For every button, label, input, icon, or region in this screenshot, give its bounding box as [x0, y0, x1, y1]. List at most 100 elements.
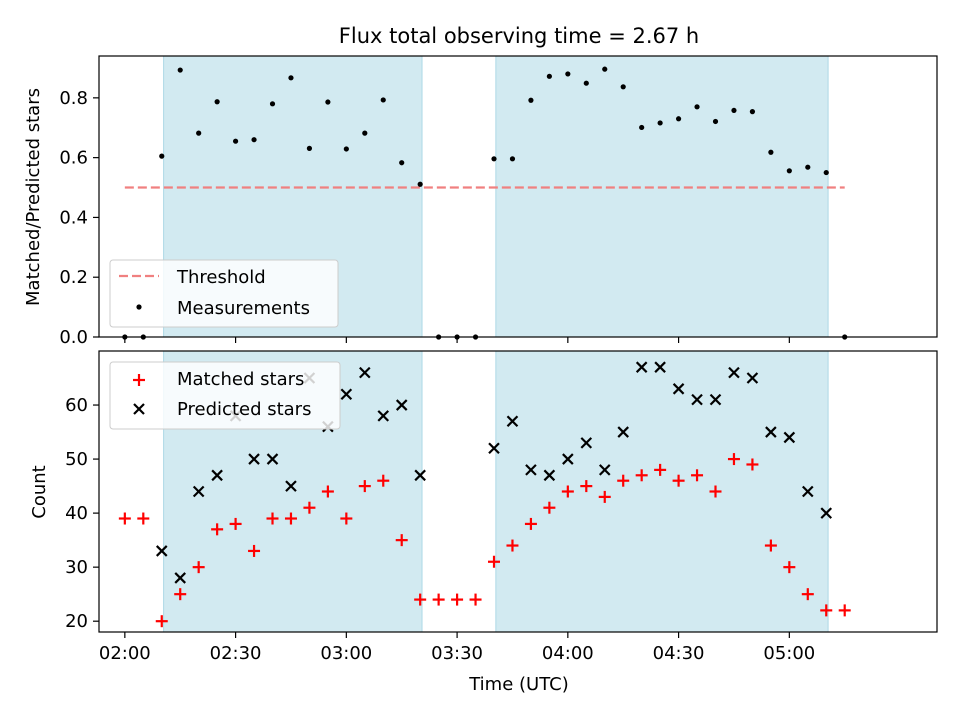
predicted-point	[285, 480, 297, 492]
x-tick-label: 04:30	[653, 643, 705, 664]
measurement-point	[417, 181, 423, 187]
y-tick-label: 0.0	[59, 327, 88, 348]
measurement-point	[306, 145, 313, 151]
measurement-point	[380, 97, 386, 103]
matched-point	[617, 474, 630, 487]
measurement-point	[749, 109, 756, 115]
top-data-marks	[122, 66, 848, 340]
x-tick-label: 03:30	[431, 643, 483, 664]
predicted-point	[414, 469, 426, 482]
y-tick-label: 40	[65, 503, 88, 524]
matched-point	[764, 539, 777, 552]
predicted-point	[635, 361, 648, 373]
matched-point	[321, 485, 334, 498]
top-y-axis-label: Matched/Predicted stars	[23, 88, 44, 306]
measurement-point	[657, 120, 663, 126]
predicted-point	[266, 453, 279, 465]
measurement-point	[805, 164, 811, 170]
matched-point	[691, 469, 704, 482]
y-tick-label: 0.8	[59, 88, 88, 109]
matched-point	[672, 474, 685, 487]
measurement-point	[823, 169, 829, 176]
matched-point	[838, 604, 851, 617]
predicted-point	[765, 426, 777, 438]
measurement-point	[251, 137, 257, 143]
measurement-point	[362, 130, 368, 136]
predicted-point	[709, 393, 722, 406]
bottom-x-ticks: 02:00 02:30 03:00 03:30 04:00 04:30 05:00	[99, 632, 815, 664]
measurement-point	[177, 67, 183, 73]
y-tick-label: 0.6	[59, 148, 88, 169]
y-tick-label: 60	[65, 395, 88, 416]
matched-point	[488, 555, 501, 568]
matched-point	[137, 512, 150, 525]
chart-title: Flux total observing time = 2.67 h	[339, 24, 699, 48]
matched-point	[727, 453, 740, 466]
predicted-point	[598, 464, 611, 476]
measurement-point	[639, 124, 645, 131]
matched-point	[543, 501, 556, 514]
predicted-point	[174, 572, 186, 584]
shaded-interval	[495, 55, 829, 338]
top-panel: 0.00.20.40.60.8 Matched/Predicted stars …	[23, 55, 938, 348]
predicted-point	[506, 415, 519, 428]
legend-predicted-label: Predicted stars	[177, 399, 311, 420]
measurement-point	[288, 75, 294, 81]
predicted-point	[746, 372, 759, 384]
matched-point	[801, 588, 814, 601]
matched-point	[377, 474, 390, 487]
bottom-y-axis-label: Count	[29, 465, 50, 518]
y-tick-label: 0.2	[59, 267, 88, 288]
matched-point	[654, 463, 667, 476]
bottom-legend-box	[109, 361, 341, 430]
predicted-point	[488, 442, 500, 455]
x-tick-label: 02:00	[99, 643, 151, 664]
matched-point	[414, 593, 427, 606]
predicted-point	[802, 485, 814, 498]
measurement-point	[712, 118, 719, 125]
matched-point	[451, 593, 464, 606]
matched-point	[432, 593, 445, 606]
measurement-point	[509, 156, 516, 162]
y-tick-label: 20	[65, 611, 88, 632]
measurement-point	[694, 104, 700, 110]
matched-point	[506, 539, 519, 552]
measurement-point	[343, 146, 349, 152]
measurement-point	[602, 66, 608, 72]
top-legend-box	[109, 259, 339, 328]
legend-measurements-label: Measurements	[177, 298, 310, 319]
measurement-point	[528, 97, 534, 103]
predicted-point	[525, 464, 537, 476]
y-tick-label: 30	[65, 557, 88, 578]
predicted-point	[617, 426, 629, 438]
bottom-legend: Matched stars Predicted stars	[109, 361, 341, 430]
predicted-point	[211, 469, 223, 482]
legend-predicted-swatch	[133, 403, 145, 415]
top-x-ticks	[124, 337, 790, 343]
measurement-point	[731, 107, 737, 114]
bottom-data-marks	[118, 361, 851, 628]
measurement-point	[196, 130, 202, 136]
predicted-point	[543, 469, 556, 482]
predicted-point	[783, 431, 796, 444]
bottom-panel: 20 30 40 50 60 02:00 02:30 03:00 03:30 04:00 04:3…	[29, 350, 938, 695]
predicted-point	[155, 545, 168, 557]
legend-matched-swatch	[133, 374, 145, 386]
legend-threshold-label: Threshold	[176, 267, 266, 288]
predicted-point	[395, 399, 408, 411]
measurement-point	[159, 153, 165, 159]
measurement-point	[214, 99, 220, 105]
bottom-y-ticks: 20 30 40 50 60	[65, 395, 99, 632]
matched-point	[783, 561, 796, 574]
matched-point	[561, 485, 574, 498]
matched-point	[469, 593, 482, 606]
top-legend: Threshold Measurements	[109, 259, 339, 328]
measurement-point	[620, 84, 626, 90]
y-tick-label: 50	[65, 449, 88, 470]
x-axis-label: Time (UTC)	[468, 674, 569, 695]
measurement-point	[565, 71, 571, 77]
measurement-point	[325, 99, 331, 105]
matched-point	[580, 480, 593, 493]
x-tick-label: 05:00	[763, 643, 815, 664]
matched-point	[248, 544, 261, 557]
